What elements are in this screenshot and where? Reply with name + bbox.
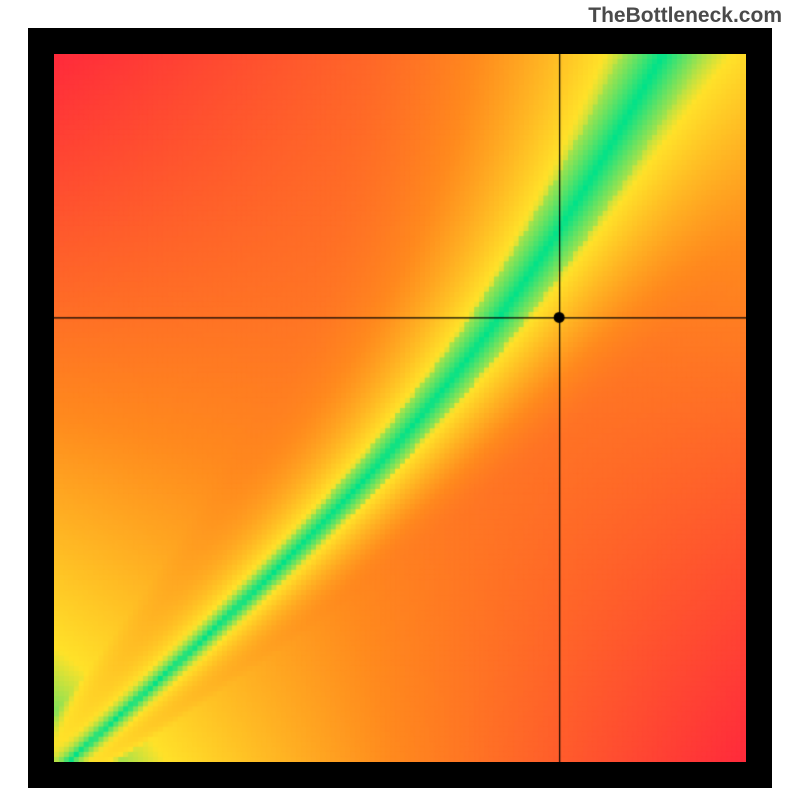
plot-frame (28, 28, 772, 788)
watermark-text: TheBottleneck.com (588, 4, 782, 28)
chart-container: TheBottleneck.com (0, 0, 800, 800)
bottleneck-heatmap (54, 54, 746, 762)
